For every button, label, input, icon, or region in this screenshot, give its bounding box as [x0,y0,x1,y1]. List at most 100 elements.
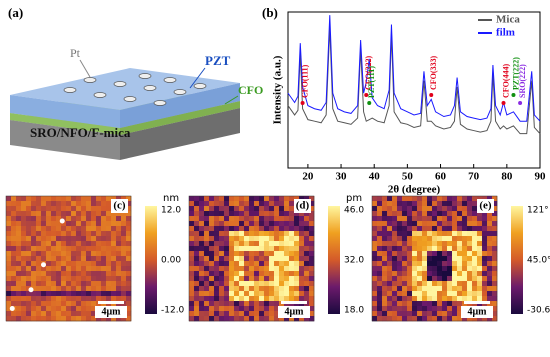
pixel [412,311,418,317]
pixel [96,276,102,282]
pixel [36,206,42,212]
pixel [76,206,82,212]
pixel [412,221,418,227]
image-frame [188,195,315,322]
pixel [422,201,428,207]
pixel [492,316,498,322]
pixel [269,301,275,307]
pixel [46,276,52,282]
pixel [269,286,275,292]
pixel [56,221,62,227]
pixel [382,241,388,247]
pixel [46,266,52,272]
pixel [264,291,270,297]
pixel [402,236,408,242]
pixel [402,211,408,217]
pixel [229,286,235,292]
pixel [397,221,403,227]
pixel [76,291,82,297]
pixel [224,216,230,222]
pixel [254,211,260,217]
x-tick-label: 50 [402,171,414,183]
pixel [194,271,200,277]
pixel [111,216,117,222]
pixel [482,216,488,222]
pixel [86,226,92,232]
pixel [467,261,473,267]
pixel [279,206,285,212]
pixel [309,231,315,237]
pixel [31,196,37,202]
pixel [387,206,393,212]
pixel [462,221,468,227]
pixel [96,296,102,302]
pixel [36,271,42,277]
pixel [121,291,127,297]
colorbar-unit: pm [346,193,362,204]
pixel [106,241,112,247]
pixel [81,311,87,317]
pixel [41,316,47,322]
pixel [294,316,300,322]
pixel [86,316,92,322]
pixel [46,306,52,312]
pixel [71,231,77,237]
pixel [36,286,42,292]
pixel [126,196,132,202]
pixel [289,216,295,222]
pixel [264,281,270,287]
pixel [71,201,77,207]
pixel [71,271,77,277]
pixel [61,301,67,307]
pixel [437,271,443,277]
pixel [487,211,493,217]
pixel [36,311,42,317]
pixel [194,296,200,302]
scale-box [278,306,310,318]
pixel [467,256,473,262]
pixel [229,276,235,282]
colorbar-label: 32.0 [344,256,364,266]
pixel [427,236,433,242]
pixel [492,196,498,202]
pixel [194,286,200,292]
image-frame [5,195,132,322]
pixel [397,261,403,267]
pixel [56,296,62,302]
pixel [111,251,117,257]
pixel [41,211,47,217]
pixel [116,241,122,247]
pixel [417,236,423,242]
pixel [392,201,398,207]
pixel [46,286,52,292]
pixel [36,316,42,322]
pixel [86,211,92,217]
pixel [397,226,403,232]
pixel [467,276,473,282]
colorbar-label: -12.0 [161,306,185,316]
pixel [81,216,87,222]
pixel [284,216,290,222]
pixel [111,211,117,217]
pixel [199,201,205,207]
pixel [189,201,195,207]
pixel [407,286,413,292]
pixel [26,271,32,277]
pixel [11,301,17,307]
pixel [199,256,205,262]
pixel [387,316,393,322]
pixel [101,286,107,292]
pixel [66,196,72,202]
pixel [402,206,408,212]
pixel [61,231,67,237]
pixel [254,271,260,277]
pixel [51,201,57,207]
pixel [61,261,67,267]
pixel [279,256,285,262]
pixel [412,316,418,322]
pixel [289,221,295,227]
pixel [382,231,388,237]
pixel [392,316,398,322]
pixel [199,251,205,257]
pixel [214,306,220,312]
